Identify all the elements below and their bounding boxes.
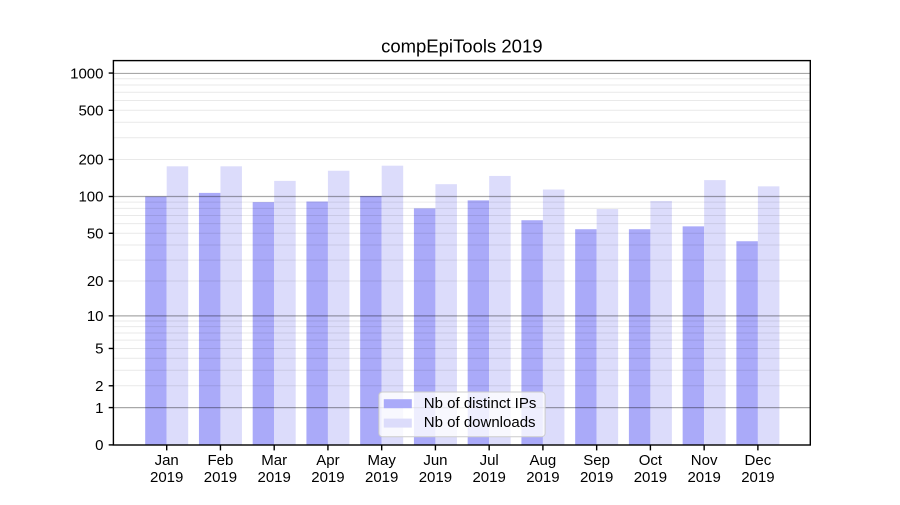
svg-text:May: May — [368, 452, 397, 469]
svg-text:2019: 2019 — [258, 469, 291, 486]
svg-text:5: 5 — [95, 341, 103, 358]
svg-text:Feb: Feb — [208, 452, 234, 469]
svg-text:Jul: Jul — [480, 452, 499, 469]
svg-text:2019: 2019 — [526, 469, 559, 486]
svg-text:Apr: Apr — [316, 452, 339, 469]
svg-text:50: 50 — [87, 225, 104, 242]
svg-text:10: 10 — [87, 308, 104, 325]
svg-text:2019: 2019 — [741, 469, 774, 486]
svg-text:0: 0 — [95, 437, 103, 454]
svg-text:200: 200 — [78, 152, 103, 169]
svg-text:1000: 1000 — [70, 65, 103, 82]
svg-text:2019: 2019 — [311, 469, 344, 486]
svg-text:Oct: Oct — [639, 452, 663, 469]
svg-text:2: 2 — [95, 378, 103, 395]
svg-text:2019: 2019 — [472, 469, 505, 486]
svg-text:Nb of downloads: Nb of downloads — [424, 414, 536, 431]
svg-text:Jun: Jun — [423, 452, 447, 469]
svg-text:2019: 2019 — [419, 469, 452, 486]
svg-text:Jan: Jan — [155, 452, 179, 469]
svg-text:2019: 2019 — [580, 469, 613, 486]
svg-text:1: 1 — [95, 400, 103, 417]
svg-text:compEpiTools 2019: compEpiTools 2019 — [381, 35, 542, 56]
svg-text:Aug: Aug — [530, 452, 557, 469]
svg-text:100: 100 — [78, 189, 103, 206]
svg-text:2019: 2019 — [687, 469, 720, 486]
svg-text:20: 20 — [87, 273, 104, 290]
svg-text:2019: 2019 — [150, 469, 183, 486]
svg-text:Nb of distinct IPs: Nb of distinct IPs — [424, 395, 537, 412]
svg-text:Sep: Sep — [583, 452, 610, 469]
svg-text:Mar: Mar — [261, 452, 287, 469]
svg-text:2019: 2019 — [365, 469, 398, 486]
svg-text:500: 500 — [78, 103, 103, 120]
svg-text:2019: 2019 — [634, 469, 667, 486]
svg-text:Dec: Dec — [745, 452, 772, 469]
svg-text:2019: 2019 — [204, 469, 237, 486]
svg-text:Nov: Nov — [691, 452, 718, 469]
